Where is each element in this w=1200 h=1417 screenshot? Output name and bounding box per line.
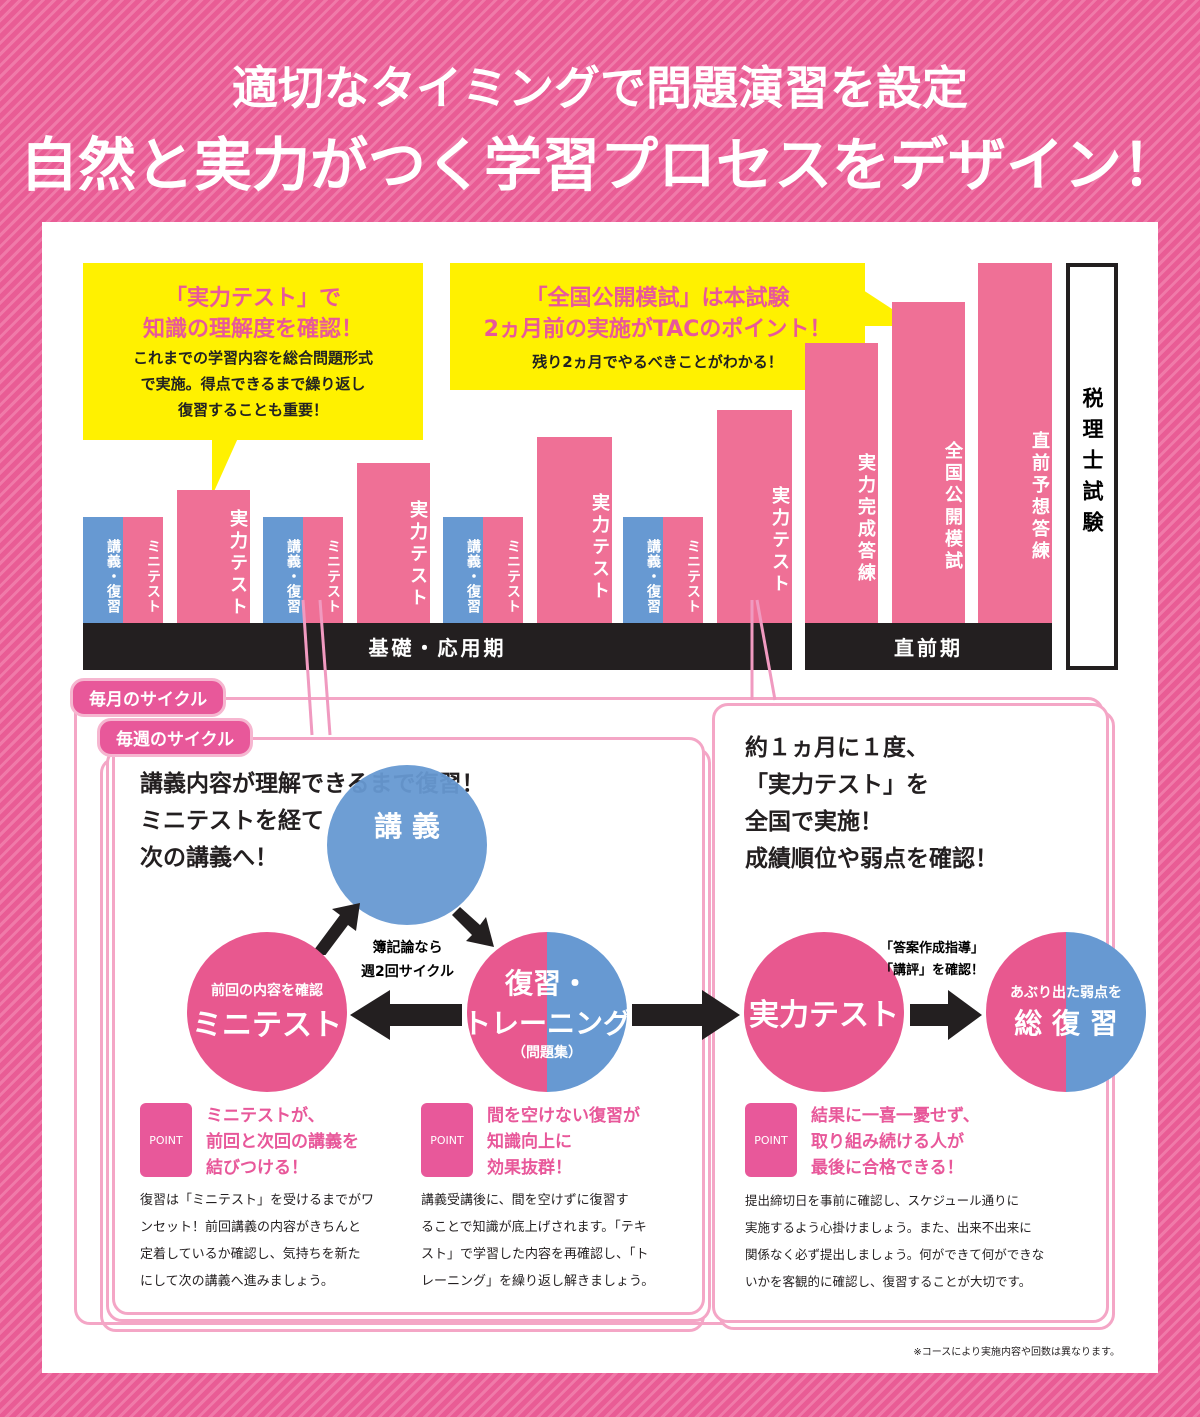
- circle-sublabel: （問題集）: [512, 1045, 582, 1061]
- point-heading: ミニテストが、: [206, 1106, 325, 1126]
- circle-lecture: 講 義: [327, 765, 487, 925]
- callout-mock-exam: 「全国公開模試」は本試験 2ヵ月前の実施がTACのポイント！ 残り2ヵ月でやるべ…: [450, 263, 865, 390]
- point-body: 関係なく必ず提出しましょう。何ができて何ができな: [745, 1247, 1045, 1262]
- point-body: 提出締切日を事前に確認し、スケジュール通りに: [745, 1193, 1020, 1208]
- callout-body: 残り2ヵ月でやるべきことがわかる！: [532, 353, 783, 371]
- lead-line: 約１ヵ月に１度、: [745, 735, 929, 761]
- title-line1: 適切なタイミングで問題演習を設定: [232, 61, 968, 115]
- circle-label: 講 義: [374, 810, 440, 843]
- callout-body: で実施。得点できるまで繰り返し: [140, 375, 366, 393]
- point-body: ることで知識が底上げされます。「テキ: [421, 1220, 647, 1235]
- arrow-right-icon: [632, 990, 740, 1040]
- point-body: 講義受講後に、間を空けずに復習す: [421, 1193, 629, 1208]
- bar-national-mock: 全国公開模試: [892, 302, 965, 623]
- circle-total-review: あぶり出た弱点を 総 復 習: [986, 932, 1146, 1092]
- point-body: 定着しているか確認し、気持ちを新た: [140, 1247, 361, 1262]
- bar-minitest: ミニテスト: [303, 517, 343, 623]
- callout-heading: 2ヵ月前の実施がTACのポイント！: [483, 317, 832, 342]
- callout-heading: 知識の理解度を確認！: [142, 317, 363, 342]
- lead-line: 次の講義へ！: [140, 845, 278, 871]
- note-line: 「講評」を確認！: [880, 963, 985, 978]
- note-line: 「答案作成指導」: [880, 941, 985, 956]
- bar-minitest: ミニテスト: [483, 517, 523, 623]
- bar-lecture-review: 講義・復習: [623, 517, 663, 623]
- arrow-right-icon: [910, 990, 982, 1040]
- circle-sublabel: あぶり出た弱点を: [1010, 985, 1122, 1001]
- exam-box: 税理士試験: [1066, 263, 1118, 670]
- bar-jitsuryoku-test: 実力テスト: [357, 463, 430, 623]
- bar-minitest: ミニテスト: [663, 517, 703, 623]
- point-heading: 知識向上に: [487, 1132, 572, 1152]
- point-heading: 結果に一喜一憂せず、: [811, 1106, 980, 1126]
- point-badge: POINT: [745, 1103, 797, 1177]
- circle-label: 実力テスト: [749, 998, 899, 1033]
- cycle-note-line: 簿記論なら: [372, 940, 443, 956]
- callout-heading: 「実力テスト」で: [164, 286, 341, 311]
- title-line2: 自然と実力がつく学習プロセスをデザイン！: [19, 131, 1180, 199]
- circle-label: 総 復 習: [1014, 1007, 1118, 1040]
- footnote: ※コースにより実施内容や回数は異なります。: [913, 1347, 1120, 1358]
- point-section: POINT 間を空けない復習が 知識向上に効果抜群！ 講義受講後に、間を空けずに復…: [421, 1103, 691, 1295]
- cycle-note: 簿記論なら 週2回サイクル: [350, 936, 465, 984]
- lead-line: 成績順位や弱点を確認！: [745, 846, 998, 872]
- cycle-note-line: 週2回サイクル: [360, 964, 455, 980]
- lead-line: ミニテストを経て: [140, 808, 324, 834]
- point-body: いかを客観的に確認し、復習することが大切です。: [745, 1274, 1032, 1289]
- circle-label: トレーニング: [463, 1007, 632, 1040]
- weekly-cycle-label: 毎週のサイクル: [97, 718, 254, 757]
- point-body: 実施するよう心掛けましょう。また、出来不出来に: [745, 1220, 1032, 1235]
- point-heading: 結びつける！: [206, 1158, 308, 1178]
- point-section: POINT 結果に一喜一憂せず、 取り組み続ける人が 最後に合格できる！ 提出締切日…: [745, 1103, 1095, 1295]
- point-body: ンセット！前回講義の内容がきちんと: [140, 1220, 362, 1235]
- bar-final-drill: 実力完成答練: [805, 343, 878, 623]
- bar-jitsuryoku-test: 実力テスト: [717, 410, 792, 623]
- point-badge: POINT: [421, 1103, 473, 1177]
- circle-sublabel: 前回の内容を確認: [211, 983, 323, 999]
- point-body: にして次の講義へ進みましょう。: [140, 1274, 334, 1289]
- point-heading: 効果抜群！: [487, 1158, 572, 1178]
- callout-pointer: [212, 438, 238, 496]
- point-badge: POINT: [140, 1103, 192, 1177]
- bar-minitest: ミニテスト: [123, 517, 163, 623]
- bar-jitsuryoku-test: 実力テスト: [177, 490, 250, 623]
- lead-line: 全国で実施！: [745, 809, 883, 835]
- period-basic-applied: 基礎・応用期: [83, 623, 792, 670]
- callout-jitsuryoku-test: 「実力テスト」で 知識の理解度を確認！ これまでの学習内容を総合問題形式 で実施…: [83, 263, 423, 440]
- bar-lecture-review: 講義・復習: [83, 517, 123, 623]
- circle-review-training: 復習・ トレーニング （問題集）: [463, 932, 631, 1092]
- callout-heading: 「全国公開模試」は本試験: [525, 286, 790, 311]
- monthly-cycle-label: 毎月のサイクル: [70, 678, 227, 717]
- point-heading: 前回と次回の講義を: [206, 1132, 359, 1152]
- point-heading: 取り組み続ける人が: [811, 1132, 964, 1152]
- connector-lines: [301, 599, 777, 736]
- monthly-lead: 約１ヵ月に１度、 「実力テスト」を 全国で実施！ 成績順位や弱点を確認！: [745, 730, 998, 878]
- point-section: POINT ミニテストが、前回と次回の講義を 結びつける！ 復習は「ミニテスト」を…: [140, 1103, 410, 1295]
- lead-line: 「実力テスト」を: [745, 772, 929, 798]
- circle-jitsuryoku-test: 実力テスト: [744, 932, 904, 1092]
- bar-jitsuryoku-test: 実力テスト: [537, 437, 612, 623]
- circle-label: 復習・: [504, 967, 589, 1000]
- feedback-note: 「答案作成指導」 「講評」を確認！: [880, 938, 984, 982]
- arrow-left-icon: [350, 990, 462, 1040]
- circle-minitest: 前回の内容を確認 ミニテスト: [187, 932, 347, 1092]
- bar-pre-exam-drill: 直前予想答練: [978, 263, 1052, 623]
- point-heading: 最後に合格できる！: [811, 1158, 964, 1178]
- point-body: レーニング」を繰り返し解きましょう。: [421, 1274, 655, 1289]
- point-body: 復習は「ミニテスト」を受けるまでがワ: [140, 1193, 375, 1208]
- bar-lecture-review: 講義・復習: [263, 517, 303, 623]
- cycle-arrows: [314, 903, 494, 955]
- callout-body: 復習することも重要！: [177, 401, 328, 419]
- circle-label: ミニテスト: [192, 1008, 342, 1043]
- point-heading: 間を空けない復習が: [487, 1106, 640, 1126]
- point-body: スト」で学習した内容を再確認し、「ト: [421, 1247, 649, 1262]
- callout-body: これまでの学習内容を総合問題形式: [132, 349, 373, 367]
- bar-lecture-review: 講義・復習: [443, 517, 483, 623]
- period-final: 直前期: [805, 623, 1052, 670]
